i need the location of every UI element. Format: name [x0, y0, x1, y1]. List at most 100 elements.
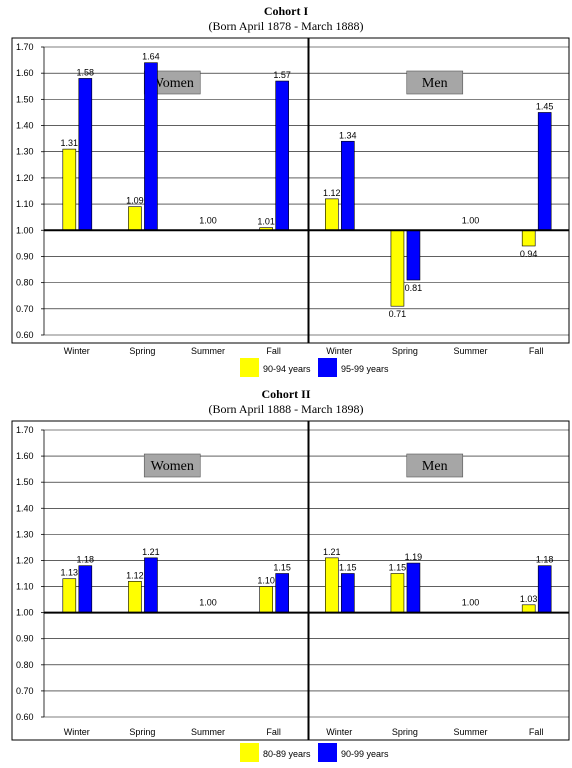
legend-label: 80-89 years: [263, 749, 311, 759]
panel-label: Men: [422, 76, 448, 91]
bar: [537, 565, 552, 613]
y-tick-label: 1.50: [16, 94, 34, 104]
x-category-label: Winter: [64, 727, 90, 737]
data-label: 1.15: [273, 563, 291, 573]
legend: 80-89 years 90-99 years: [240, 743, 389, 762]
x-category-label: Winter: [326, 346, 352, 356]
panel-women: Women Winter 1.31 1.58 Spring 1.09 1.64 Summer 1…: [61, 52, 291, 356]
legend-label: 90-99 years: [341, 749, 389, 759]
data-label: 1.01: [257, 217, 275, 227]
y-tick-label: 1.60: [16, 68, 34, 78]
y-tick-label: 0.70: [16, 686, 34, 696]
legend-label: 90-94 years: [263, 364, 311, 374]
bar: [128, 206, 142, 231]
legend-swatch: [318, 358, 337, 377]
y-tick-label: 1.40: [16, 121, 34, 131]
data-label: 1.18: [77, 555, 95, 565]
chart-2: Cohort II(Born April 1888 - March 1898) 0…: [11, 387, 570, 762]
y-tick-label: 1.30: [16, 529, 34, 539]
data-label: 1.09: [126, 196, 144, 206]
data-label: 1.45: [536, 101, 554, 111]
data-label: 1.19: [405, 552, 423, 562]
y-tick-label: 1.00: [16, 608, 34, 618]
data-label: 1.31: [61, 138, 79, 148]
y-tick-label: 1.20: [16, 555, 34, 565]
legend-label: 95-99 years: [341, 364, 389, 374]
legend-swatch: [240, 358, 259, 377]
y-tick-label: 0.60: [16, 330, 34, 340]
y-tick-label: 1.20: [16, 173, 34, 183]
x-category-label: Winter: [64, 346, 90, 356]
legend: 90-94 years 95-99 years: [240, 358, 389, 377]
bar: [406, 229, 421, 281]
chart-subtitle: (Born April 1878 - March 1888): [209, 19, 364, 33]
x-category-label: Fall: [266, 727, 281, 737]
bar: [521, 604, 536, 613]
x-category-label: Spring: [392, 727, 418, 737]
y-tick-label: 0.90: [16, 634, 34, 644]
panel-label-box: [143, 453, 201, 478]
data-label: 0.94: [520, 249, 538, 259]
data-label: 1.00: [199, 215, 217, 225]
legend-swatch: [318, 743, 337, 762]
bar: [144, 62, 158, 231]
x-category-label: Spring: [129, 346, 155, 356]
data-label: 0.81: [405, 283, 423, 293]
bar: [275, 80, 289, 231]
data-label: 1.21: [323, 547, 341, 557]
data-label: 1.34: [339, 130, 357, 140]
y-tick-label: 0.70: [16, 304, 34, 314]
bar: [62, 578, 77, 613]
data-label: 1.58: [77, 67, 95, 77]
bar: [390, 229, 405, 307]
x-category-label: Summer: [454, 727, 488, 737]
y-tick-label: 1.40: [16, 503, 34, 513]
bar: [62, 148, 77, 231]
data-label: 1.15: [339, 563, 357, 573]
bar: [259, 586, 273, 613]
y-tick-label: 0.90: [16, 251, 34, 261]
panel-label-box: [406, 70, 464, 95]
data-label: 1.03: [520, 594, 538, 604]
panel-women: Women Winter 1.13 1.18 Spring 1.12 1.21 Summer 1…: [61, 453, 291, 737]
bar: [78, 78, 93, 231]
y-tick-label: 1.00: [16, 225, 34, 235]
bar: [341, 140, 355, 231]
data-label: 1.57: [273, 70, 291, 80]
y-tick-label: 1.10: [16, 582, 34, 592]
panel-label: Women: [151, 459, 194, 474]
data-label: 0.71: [389, 309, 407, 319]
y-tick-label: 1.30: [16, 147, 34, 157]
chart-1: Cohort I(Born April 1878 - March 1888) 0.…: [11, 4, 570, 377]
data-label: 1.18: [536, 555, 554, 565]
bar: [128, 581, 142, 613]
bar: [325, 198, 339, 231]
x-category-label: Summer: [191, 346, 225, 356]
y-tick-label: 0.80: [16, 278, 34, 288]
y-tick-label: 1.10: [16, 199, 34, 209]
panel-men: MenWinter1.211.15Spring1.151.19Summer1.0…: [323, 453, 554, 737]
data-label: 1.15: [389, 563, 407, 573]
bar: [390, 573, 405, 613]
panel-label: Women: [151, 76, 194, 91]
bar: [144, 557, 158, 613]
data-label: 1.21: [142, 547, 160, 557]
bar: [521, 229, 536, 247]
data-label: 1.12: [126, 570, 144, 580]
panel-label: Men: [422, 459, 448, 474]
y-tick-label: 0.60: [16, 712, 34, 722]
legend-swatch: [240, 743, 259, 762]
x-category-label: Summer: [454, 346, 488, 356]
chart-frame: [11, 37, 570, 344]
y-tick-label: 1.70: [16, 425, 34, 435]
data-label: 1.13: [61, 568, 79, 578]
x-category-label: Spring: [392, 346, 418, 356]
data-label: 1.10: [257, 576, 275, 586]
data-label: 1.00: [462, 215, 480, 225]
chart-frame: [11, 420, 570, 741]
y-tick-label: 0.80: [16, 660, 34, 670]
data-label: 1.00: [462, 598, 480, 608]
bar: [341, 573, 355, 613]
data-label: 1.00: [199, 598, 217, 608]
bar: [78, 565, 93, 613]
